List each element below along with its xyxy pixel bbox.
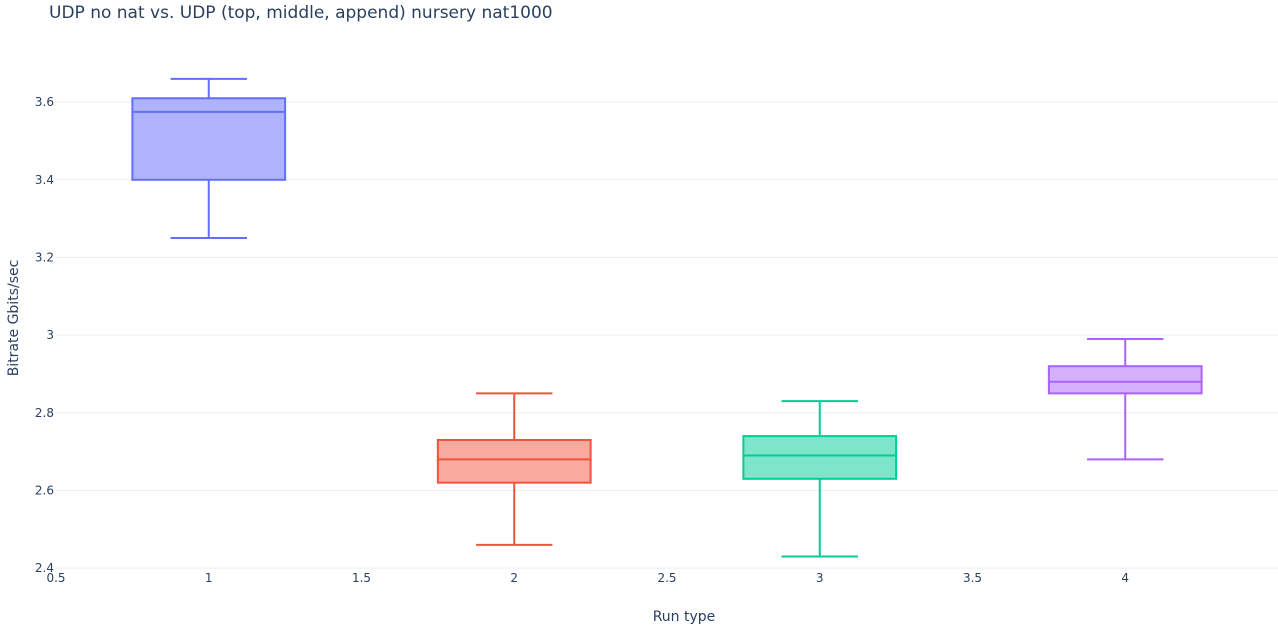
- box-trace: [436, 392, 592, 546]
- box-iqr: [436, 438, 592, 484]
- y-tick-label: 3.6: [35, 95, 54, 109]
- x-axis-title: Run type: [653, 609, 716, 625]
- y-tick-label: 3: [46, 328, 54, 342]
- y-axis-ticks: 2.4 2.6 2.8 3 3.2 3.4 3.6: [35, 95, 54, 575]
- chart-title: UDP no nat vs. UDP (top, middle, append)…: [49, 3, 553, 23]
- x-axis-ticks: 0.5 1 1.5 2 2.5 3 3.5 4: [46, 571, 1129, 585]
- x-tick-label: 4: [1121, 571, 1129, 585]
- box-trace: [742, 400, 898, 558]
- y-tick-label: 3.4: [35, 173, 54, 187]
- box-iqr: [742, 435, 898, 480]
- box-trace: [1047, 338, 1203, 461]
- x-tick-label: 2.5: [657, 571, 676, 585]
- x-tick-label: 3: [816, 571, 824, 585]
- y-tick-label: 2.8: [35, 406, 54, 420]
- box-iqr: [1047, 365, 1203, 395]
- x-tick-label: 3.5: [963, 571, 982, 585]
- x-tick-label: 0.5: [46, 571, 65, 585]
- x-tick-label: 1: [205, 571, 213, 585]
- x-tick-label: 1.5: [352, 571, 371, 585]
- box-iqr: [131, 97, 287, 181]
- x-tick-label: 2: [510, 571, 518, 585]
- y-axis-title: Bitrate Gbits/sec: [6, 260, 22, 377]
- y-tick-label: 2.6: [35, 483, 54, 497]
- grid-lines: [56, 101, 1278, 569]
- box-trace: [131, 77, 287, 240]
- y-tick-label: 3.2: [35, 250, 54, 264]
- box-series: [131, 77, 1203, 558]
- y-tick-label: 2.4: [35, 561, 54, 575]
